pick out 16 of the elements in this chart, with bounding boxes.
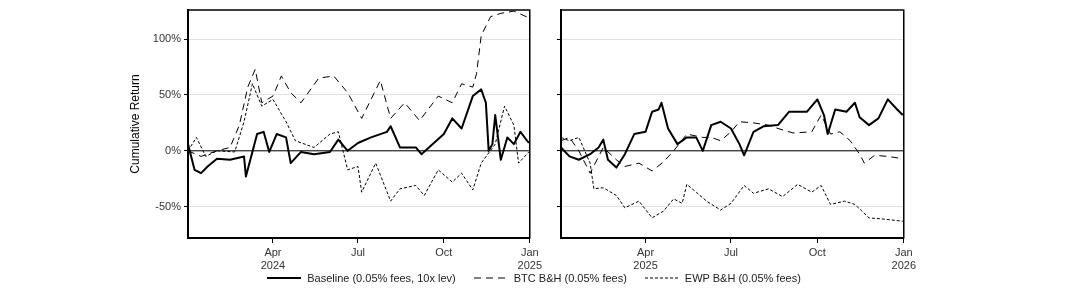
legend-label: EWP B&H (0.05% fees) [684, 272, 801, 284]
x-tick-label: Apr 2024 [260, 245, 286, 271]
x-tick-label: Oct [808, 245, 826, 258]
y-axis-title: Cumulative Return [127, 74, 142, 174]
y-tick-label: -50% [155, 199, 182, 212]
x-tick-label: Jul [723, 245, 738, 258]
y-tick-label: 100% [152, 32, 182, 45]
y-tick-label: 0% [165, 143, 182, 156]
x-tick-label: Oct [435, 245, 453, 258]
legend-label: BTC B&H (0.05% fees) [513, 272, 627, 284]
x-tick-label: Apr 2025 [633, 245, 658, 271]
y-tick-label: 50% [158, 87, 182, 100]
x-tick-label: Jul [350, 245, 365, 258]
x-tick-label: Jan 2025 [517, 245, 543, 271]
legend-label: Baseline (0.05% fees, 10x lev) [307, 272, 456, 284]
x-tick-label: Jan 2026 [891, 245, 917, 271]
